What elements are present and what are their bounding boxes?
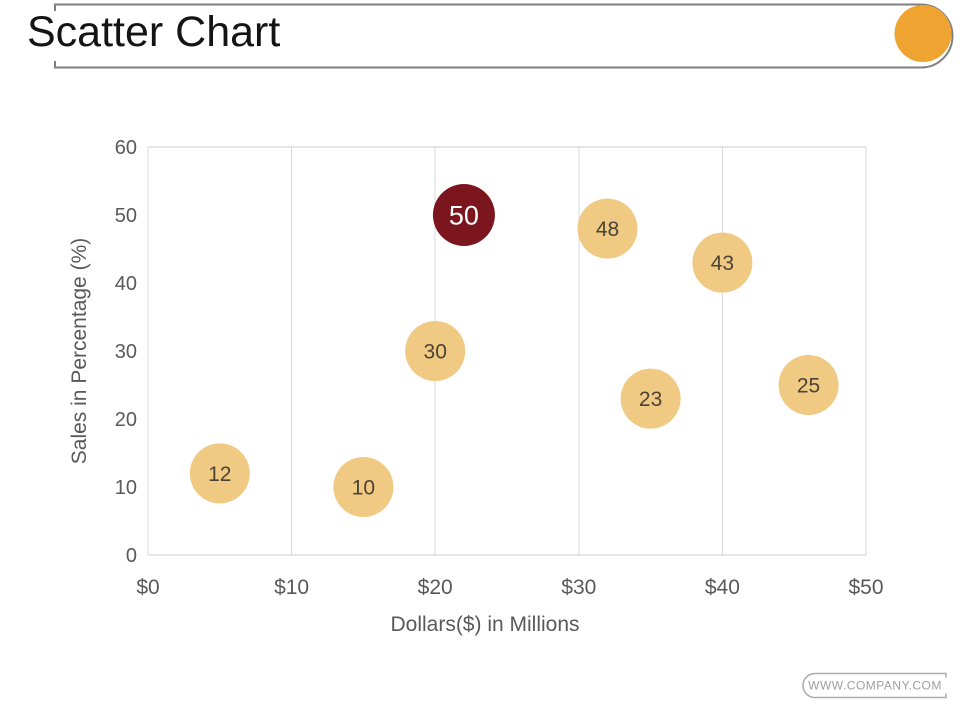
accent-circle-icon (894, 5, 952, 62)
data-point-bubble (778, 355, 839, 415)
footer-website: WWW.COMPANY.COM (808, 679, 942, 693)
x-tick-label: $20 (418, 576, 453, 599)
data-point-label: 43 (711, 252, 734, 275)
header-frame (54, 3, 954, 69)
x-tick-label: $10 (274, 576, 309, 599)
y-tick-label: 0 (126, 545, 137, 567)
data-point-bubble (577, 198, 638, 259)
y-tick-label: 30 (115, 341, 137, 363)
page-title: Scatter Chart (27, 8, 281, 56)
y-tick-label: 60 (115, 137, 137, 159)
y-tick-label: 50 (115, 205, 137, 227)
data-point-bubble (432, 184, 495, 246)
data-point-bubble (692, 232, 753, 293)
header-frame-border (54, 3, 954, 69)
x-tick-label: $50 (848, 576, 883, 599)
data-point-label: 50 (449, 200, 479, 230)
footer-frame: WWW.COMPANY.COM (802, 672, 947, 699)
x-axis-title: Dollars($) in Millions (390, 613, 579, 636)
y-tick-label: 20 (115, 409, 137, 431)
data-point-bubble (620, 368, 681, 429)
data-point-label: 30 (424, 340, 447, 363)
data-point-bubble (189, 443, 250, 504)
data-point-label: 10 (352, 476, 375, 499)
x-tick-label: $30 (561, 576, 596, 599)
y-tick-label: 10 (115, 477, 137, 499)
data-point-label: 48 (596, 218, 619, 241)
data-point-bubble (333, 457, 394, 517)
x-tick-label: $40 (705, 576, 740, 599)
y-tick-label: 40 (115, 273, 137, 295)
data-point-label: 25 (797, 374, 820, 397)
data-point-label: 23 (639, 388, 662, 411)
x-tick-label: $0 (136, 576, 159, 599)
data-point-label: 12 (208, 463, 231, 486)
y-axis-title: Sales in Percentage (%) (68, 238, 91, 464)
data-point-bubble (405, 321, 466, 381)
footer-frame-border (802, 672, 947, 699)
